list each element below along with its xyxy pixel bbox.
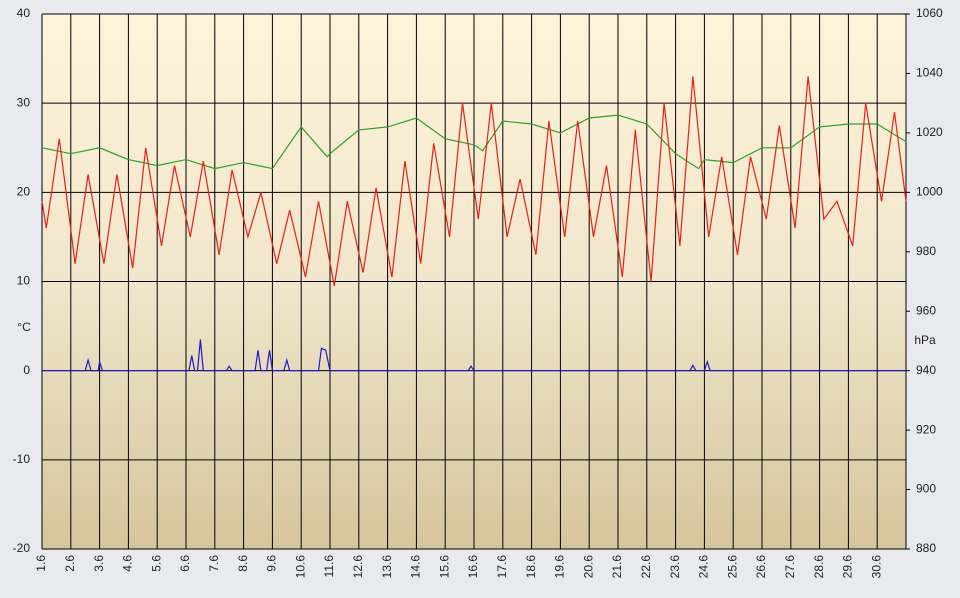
x-tick-label: 1.6	[34, 555, 48, 572]
y2-tick-label: 980	[916, 244, 936, 258]
y2-tick-label: 1020	[916, 125, 943, 139]
x-tick-label: 21.6	[610, 555, 624, 579]
y2-tick-label: 1060	[916, 6, 943, 20]
x-tick-label: 18.6	[524, 555, 538, 579]
x-tick-label: 29.6	[841, 555, 855, 579]
x-tick-label: 5.6	[149, 555, 163, 572]
y2-tick-label: 900	[916, 482, 936, 496]
series-line	[41, 114, 907, 170]
x-tick-label: 10.6	[293, 555, 307, 579]
y-tick-label: -10	[13, 452, 31, 466]
y-axis-label: °C	[17, 320, 31, 334]
x-tick-label: 26.6	[754, 555, 768, 579]
x-tick-label: 13.6	[380, 555, 394, 579]
y2-axis-label: hPa	[914, 333, 936, 347]
x-tick-label: 19.6	[553, 555, 567, 579]
x-tick-label: 9.6	[265, 555, 279, 572]
series-line	[42, 339, 906, 372]
x-tick-label: 17.6	[495, 555, 509, 579]
x-tick-label: 11.6	[322, 555, 336, 578]
x-tick-label: 12.6	[351, 555, 365, 579]
x-tick-label: 8.6	[236, 555, 250, 572]
x-tick-label: 24.6	[697, 555, 711, 579]
x-tick-label: 27.6	[783, 555, 797, 579]
y-tick-label: 10	[17, 274, 31, 288]
y2-tick-label: 1000	[916, 185, 943, 199]
x-tick-label: 16.6	[466, 555, 480, 579]
y-tick-label: 30	[17, 95, 31, 109]
x-tick-label: 14.6	[409, 555, 423, 579]
x-tick-label: 23.6	[668, 555, 682, 579]
x-tick-label: 3.6	[92, 555, 106, 572]
x-tick-label: 22.6	[639, 555, 653, 579]
series-line	[41, 76, 907, 287]
x-tick-label: 4.6	[121, 555, 135, 572]
x-tick-label: 30.6	[869, 555, 883, 579]
x-tick-label: 15.6	[437, 555, 451, 579]
y2-tick-label: 960	[916, 303, 936, 317]
x-tick-label: 2.6	[63, 555, 77, 572]
y-tick-label: 20	[17, 185, 31, 199]
y2-tick-label: 880	[916, 541, 936, 555]
x-tick-label: 25.6	[725, 555, 739, 579]
y2-tick-label: 1040	[916, 66, 943, 80]
y-tick-label: 0	[23, 363, 30, 377]
x-tick-label: 28.6	[812, 555, 826, 579]
x-tick-label: 7.6	[207, 555, 221, 572]
x-tick-label: 20.6	[581, 555, 595, 579]
y-tick-label: -20	[13, 541, 31, 555]
y2-tick-label: 920	[916, 422, 936, 436]
y-tick-label: 40	[17, 6, 31, 20]
y2-tick-label: 940	[916, 363, 936, 377]
x-tick-label: 6.6	[178, 555, 192, 572]
